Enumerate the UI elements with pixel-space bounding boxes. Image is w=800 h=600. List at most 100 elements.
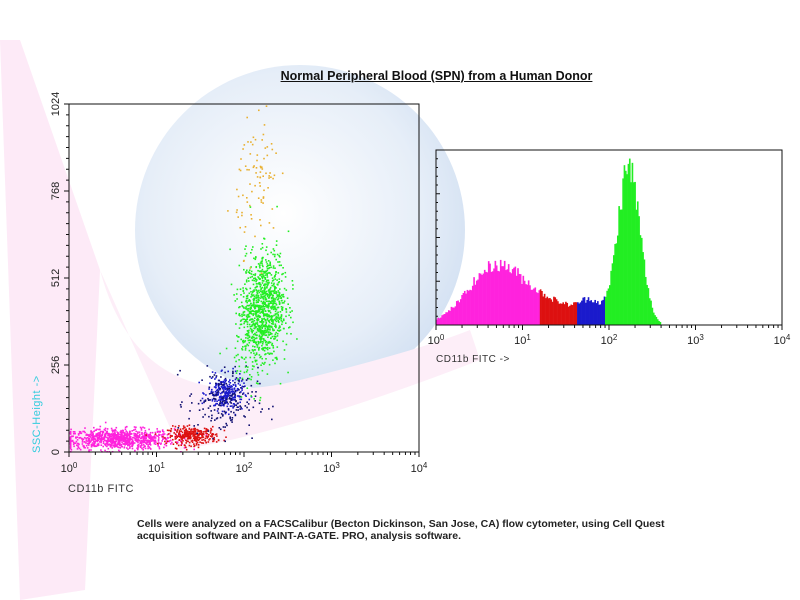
scatter-point-magenta	[142, 436, 144, 438]
scatter-point-green	[250, 378, 252, 381]
scatter-point-magenta	[69, 432, 72, 435]
scatter-point-navy	[247, 377, 249, 380]
scatter-point-magenta	[87, 437, 90, 440]
scatter-point-navy	[232, 370, 234, 373]
scatter-point-magenta	[128, 441, 131, 444]
scatter-point-green	[279, 256, 281, 258]
scatter-point-navy	[271, 418, 273, 421]
scatter-point-green	[271, 328, 274, 330]
scatter-point-blue	[226, 384, 228, 387]
scatter-point-green	[253, 327, 255, 330]
histogram-bar-magenta	[518, 273, 521, 325]
scatter-point-magenta	[158, 434, 161, 437]
histogram-bar-magenta	[474, 284, 477, 325]
scatter-point-orange	[254, 184, 256, 187]
scatter-point-magenta	[90, 444, 93, 447]
scatter-point-blue	[218, 397, 221, 399]
scatter-point-green	[265, 305, 267, 307]
histogram-bar-magenta	[486, 272, 489, 325]
histogram-bar-magenta	[497, 270, 499, 325]
scatter-point-navy	[218, 383, 220, 385]
scatter-point-magenta	[125, 436, 128, 438]
scatter-point-magenta	[131, 445, 133, 447]
scatter-point-green	[276, 346, 279, 348]
scatter-point-blue	[232, 396, 234, 399]
scatter-point-red	[166, 429, 169, 432]
scatter-point-blue	[221, 410, 224, 413]
scatter-point-magenta	[77, 445, 79, 447]
scatter-point-green	[246, 316, 249, 319]
scatter-point-green	[287, 230, 290, 233]
scatter-point-green	[277, 320, 279, 322]
histogram-bar-magenta	[453, 307, 455, 325]
histogram-bar-green	[658, 320, 660, 325]
scatter-point-green	[279, 329, 282, 331]
scatter-point-magenta	[151, 436, 154, 438]
scatter-point-magenta	[97, 433, 99, 436]
scatter-point-red	[193, 435, 195, 437]
histogram-bar-magenta	[436, 319, 438, 325]
scatter-point-green	[264, 297, 267, 299]
scatter-point-magenta	[137, 443, 140, 446]
scatter-point-red	[180, 430, 183, 432]
scatter-point-green	[257, 374, 260, 376]
scatter-point-green	[242, 296, 245, 298]
scatter-point-green	[246, 325, 249, 328]
scatter-point-blue	[222, 380, 225, 383]
scatter-point-magenta	[74, 432, 76, 435]
scatter-point-magenta	[99, 428, 101, 431]
scatter-point-green	[250, 266, 252, 268]
scatter-point-magenta	[74, 442, 77, 444]
scatter-point-magenta	[83, 430, 85, 433]
scatter-point-magenta	[133, 432, 135, 435]
scatter-point-orange	[266, 146, 269, 148]
scatter-point-blue	[236, 387, 239, 390]
scatter-point-green	[258, 334, 261, 337]
watermark-sphere	[135, 65, 465, 395]
scatter-point-magenta	[101, 433, 104, 435]
scatter-point-red	[209, 432, 212, 434]
scatter-point-red	[208, 434, 210, 436]
scatter-point-red	[205, 435, 207, 438]
scatter-point-navy	[189, 395, 191, 397]
scatter-point-green	[274, 318, 276, 321]
scatter-point-navy	[235, 400, 237, 403]
scatter-point-navy	[213, 398, 216, 400]
scatter-point-magenta	[153, 442, 156, 445]
scatter-point-green	[272, 320, 274, 322]
scatter-point-green	[278, 321, 280, 323]
scatter-point-green	[266, 346, 269, 349]
scatter-point-magenta	[99, 437, 102, 440]
scatter-point-red	[176, 436, 178, 438]
scatter-point-green	[288, 314, 290, 317]
scatter-point-green	[257, 299, 259, 301]
scatter-point-green	[245, 315, 248, 318]
scatter-point-magenta	[109, 444, 112, 446]
scatter-point-red	[205, 432, 207, 434]
scatter-point-magenta	[113, 441, 116, 443]
scatter-point-navy	[246, 406, 248, 409]
scatter-point-blue	[236, 389, 239, 392]
watermark-swoosh-2	[100, 270, 480, 450]
scatter-point-red	[212, 425, 214, 428]
scatter-point-magenta	[162, 434, 165, 436]
scatter-point-magenta	[91, 437, 93, 440]
scatter-point-green	[264, 323, 267, 326]
histogram-bar-green	[638, 216, 640, 325]
scatter-point-green	[256, 285, 258, 288]
scatter-point-green	[252, 290, 254, 292]
scatter-point-green	[261, 286, 264, 289]
scatter-point-red	[215, 433, 218, 435]
scatter-point-green	[269, 315, 272, 318]
histogram-bar-magenta	[457, 300, 459, 325]
scatter-point-green	[254, 323, 257, 325]
scatter-point-green	[278, 264, 281, 267]
scatter-point-magenta	[101, 438, 104, 441]
scatter-point-green	[254, 326, 257, 329]
scatter-point-green	[273, 301, 275, 304]
scatter-point-green	[247, 271, 250, 273]
scatter-point-magenta	[100, 438, 102, 441]
scatter-point-orange	[241, 211, 243, 214]
histogram-bar-green	[622, 178, 624, 325]
scatter-point-magenta	[157, 440, 160, 442]
